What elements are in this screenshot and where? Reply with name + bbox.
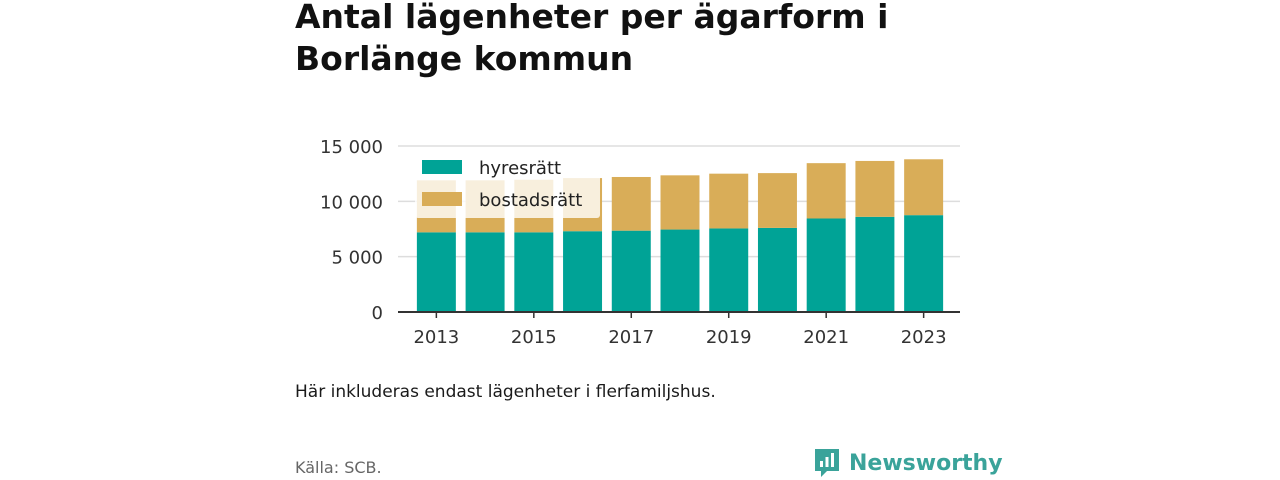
y-tick-label: 15 000: [320, 137, 383, 158]
y-axis-ticks: 0 5 000 10 000 15 000: [320, 137, 383, 324]
chart-title: Antal lägenheter per ägarform i Borlänge…: [295, 0, 889, 78]
x-tick-label: 2013: [413, 327, 459, 348]
bar-bostadsratt-2022: [855, 160, 895, 217]
bar-hyresratt-2021: [806, 218, 846, 312]
bar-hyresratt-2019: [709, 228, 749, 312]
bar-hyresratt-2016: [563, 231, 603, 312]
bar-bostadsratt-2018: [660, 175, 700, 230]
bar-hyresratt-2013: [416, 232, 456, 312]
y-tick-label: 10 000: [320, 192, 383, 213]
x-tick-label: 2015: [511, 327, 557, 348]
y-tick-label: 0: [372, 303, 383, 324]
newsworthy-brand: Newsworthy: [813, 446, 1003, 480]
bar-bostadsratt-2017: [611, 176, 651, 231]
bar-hyresratt-2018: [660, 229, 700, 312]
bar-hyresratt-2015: [514, 232, 554, 312]
legend-label-bostadsratt: bostadsrätt: [479, 190, 582, 211]
x-tick-label: 2017: [608, 327, 654, 348]
legend-swatch-bostadsratt: [422, 192, 462, 206]
legend: hyresrätt bostadsrätt: [415, 152, 600, 218]
bar-bostadsratt-2019: [709, 173, 749, 229]
chart-note: Här inkluderas endast lägenheter i flerf…: [295, 382, 716, 402]
x-tick-label: 2019: [706, 327, 752, 348]
legend-swatch-hyresratt: [422, 160, 462, 174]
x-axis-ticks: 2013 2015 2017 2019 2021 2023: [413, 312, 947, 348]
source-text: Källa: SCB.: [295, 458, 382, 477]
bar-bostadsratt-2020: [757, 173, 797, 228]
bar-bostadsratt-2021: [806, 163, 846, 219]
bar-hyresratt-2014: [465, 232, 505, 312]
brand-name: Newsworthy: [849, 450, 1003, 476]
x-tick-label: 2021: [803, 327, 849, 348]
legend-label-hyresratt: hyresrätt: [479, 158, 561, 179]
bar-hyresratt-2017: [611, 230, 651, 312]
bar-bostadsratt-2023: [904, 159, 944, 216]
newsworthy-logo-icon: [815, 449, 839, 477]
bar-hyresratt-2023: [904, 215, 944, 312]
y-tick-label: 5 000: [331, 248, 383, 269]
x-tick-label: 2023: [901, 327, 947, 348]
bar-hyresratt-2020: [757, 227, 797, 312]
bar-hyresratt-2022: [855, 216, 895, 312]
